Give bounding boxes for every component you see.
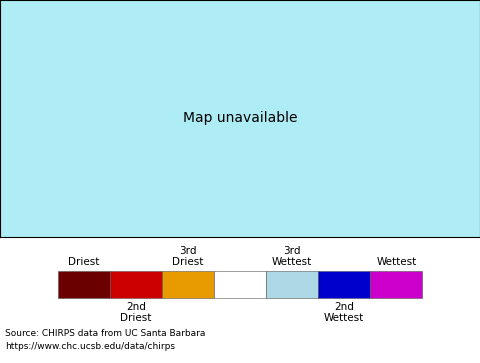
Text: Driest: Driest xyxy=(68,257,99,267)
Text: 2nd
Driest: 2nd Driest xyxy=(120,302,152,323)
Text: 2nd
Wettest: 2nd Wettest xyxy=(324,302,364,323)
Bar xyxy=(162,272,214,298)
Text: Wettest: Wettest xyxy=(376,257,417,267)
Bar xyxy=(214,272,266,298)
Text: Source: CHIRPS data from UC Santa Barbara
https://www.chc.ucsb.edu/data/chirps: Source: CHIRPS data from UC Santa Barbar… xyxy=(5,330,205,351)
Bar xyxy=(110,272,162,298)
Bar xyxy=(370,272,422,298)
Text: Map unavailable: Map unavailable xyxy=(183,111,297,125)
Text: 3rd
Wettest: 3rd Wettest xyxy=(272,246,312,267)
Bar xyxy=(266,272,318,298)
Bar xyxy=(58,272,110,298)
Bar xyxy=(318,272,370,298)
Text: 3rd
Driest: 3rd Driest xyxy=(172,246,204,267)
